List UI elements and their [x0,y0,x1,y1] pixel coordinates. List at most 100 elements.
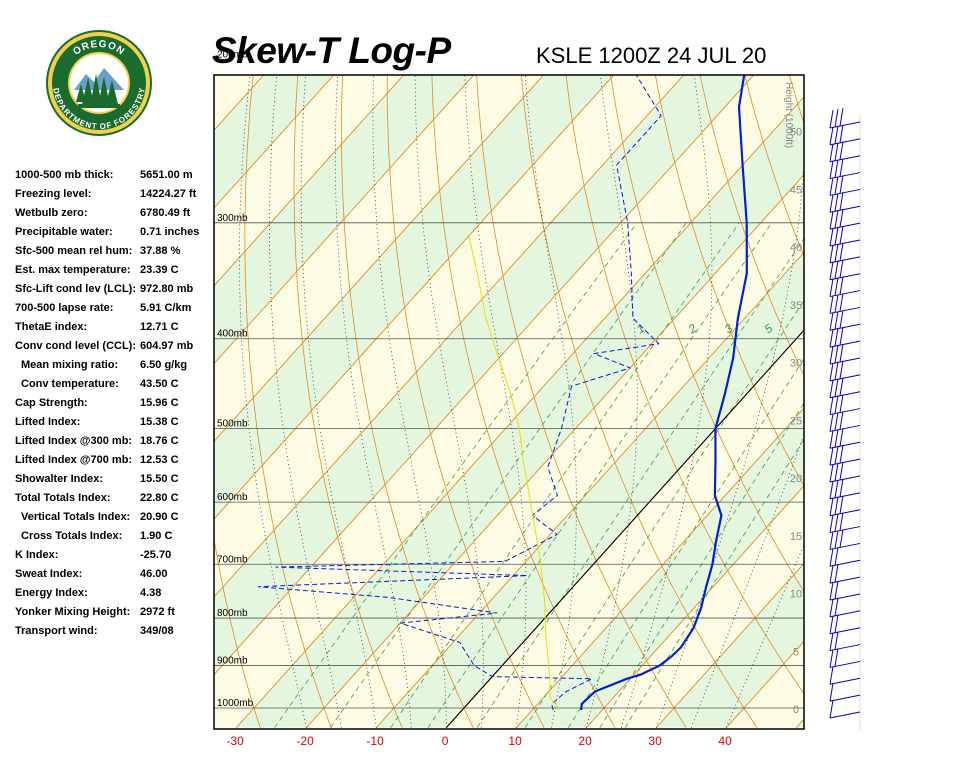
index-value: 5651.00 m [140,169,193,181]
wind-barb-feather [839,360,844,379]
wind-barb-feather [839,276,844,295]
isobar-label: 900mb [217,656,248,667]
wind-barb-feather [829,699,834,719]
wind-barb-feather [829,683,834,702]
index-value: 0.71 inches [140,226,200,238]
mixing-ratio-line [624,438,804,728]
wind-barb-feather [829,565,834,584]
wind-barb [829,666,861,685]
isotherm-line [0,0,217,728]
wind-barb-feather [834,631,839,650]
moist-adiabat [300,75,377,728]
wind-barb-feather [839,343,844,363]
x-tick-label: 20 [578,734,592,748]
wind-barb-staff [829,323,861,331]
stability-indices-panel: 1000-500 mb thick: 5651.00 m Freezing leve… [15,169,215,644]
wind-barb-feather [829,278,834,297]
dewpoint-trace [257,75,662,711]
wind-barb-feather [834,648,839,667]
isobar-label: 200mb [217,49,248,60]
wind-barb-feather [834,311,839,330]
index-label: Lifted Index: [15,416,81,428]
index-row: Transport wind: 349/08 [15,625,215,644]
index-label: Sweat Index: [15,568,83,580]
wind-barb-feather [834,108,839,128]
wind-barb [829,631,861,652]
index-value: 12.71 C [140,321,179,333]
wind-barb-feather [834,193,839,212]
zero-isotherm [445,329,804,729]
index-row: Cross Totals Index: 1.90 C [15,530,215,549]
wind-barb [829,648,861,668]
wind-barb-staff [829,121,861,129]
wind-barb [829,377,861,399]
wind-barb-staff [829,627,861,635]
moist-adiabat [524,75,577,728]
wind-barb-feather [829,244,834,263]
index-row: Mean mixing ratio: 6.50 g/kg [15,359,215,378]
wind-barb-feather [839,310,844,329]
index-label: Lifted Index @300 mb: [15,435,133,447]
isobar-label: 500mb [217,419,248,430]
wind-barb-staff [829,273,861,281]
wind-barb [829,327,861,348]
wind-barb [829,699,861,719]
index-row: Cap Strength: 15.96 C [15,397,215,416]
wind-barb-feather [829,615,834,634]
height-tick-label: 15 [790,531,802,543]
index-label: Sfc-500 mean rel hum: [15,245,133,257]
wind-barb-staff [829,559,861,567]
index-value: 14224.27 ft [140,188,197,200]
wind-barb-feather [829,362,834,381]
index-value: 15.38 C [140,416,179,428]
index-label: Conv temperature: [21,378,119,390]
wind-barb-feather [834,580,839,600]
index-label: K Index: [15,549,59,561]
index-row: ThetaE index: 12.71 C [15,321,215,340]
wind-barb-feather [834,159,839,178]
wind-barb-staff [829,256,861,264]
index-row: Total Totals Index: 22.80 C [15,492,215,511]
wind-barb-feather [834,479,839,498]
wind-barb-feather [839,495,844,514]
mixing-ratio-line [524,300,804,728]
index-label: Yonker Mixing Height: [15,606,131,618]
wind-barb-feather [829,531,834,550]
index-value: 15.96 C [140,397,179,409]
wind-barb-feather [829,430,834,449]
isotherm-line [515,407,804,728]
wind-barb-feather [839,107,844,127]
wind-barb-feather [829,480,834,499]
isotherm-line [585,485,804,728]
wind-barb [829,428,861,449]
index-value: 18.76 C [140,435,179,447]
wind-barb-feather [839,192,844,211]
wind-barb-staff [829,542,861,550]
x-tick-label: 0 [442,734,449,748]
wind-barb-feather [834,564,839,583]
wind-barb [829,192,861,213]
moist-adiabat [464,75,527,728]
isotherm-line [214,75,615,520]
mixing-ratio-line [599,402,804,728]
wind-barb-feather [829,649,834,668]
index-row: Showalter Index: 15.50 C [15,473,215,492]
index-value: 46.00 [140,568,168,580]
wind-barb-feather [834,462,839,482]
wind-barbs [829,107,861,730]
wind-barb-feather [829,548,834,567]
height-tick-label: 0 [793,704,799,716]
wind-barb-staff [829,188,861,196]
wind-barb-feather [839,242,844,261]
isobar-label: 600mb [217,492,248,503]
wind-barb-feather [829,514,834,533]
wind-barb-feather [829,295,834,314]
wind-barb-feather [839,461,844,481]
wind-barb-staff [829,357,861,365]
index-row: Wetbulb zero: 6780.49 ft [15,207,215,226]
wind-barb-feather [834,395,839,414]
oregon-forestry-logo: OREGON DEPARTMENT OF FORESTRY [46,30,152,141]
index-label: Sfc-Lift cond lev (LCL): [15,283,136,295]
wind-barb-feather [839,529,844,548]
